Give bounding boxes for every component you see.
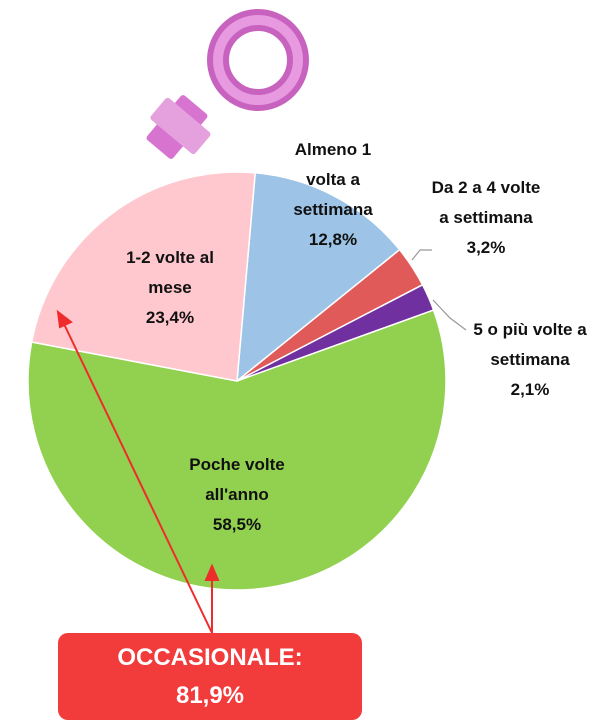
category-label: 5 o più volte a settimana	[473, 320, 587, 369]
pie-slice	[236, 171, 401, 383]
leader-lines	[411, 249, 467, 331]
value-label: 3,2%	[466, 238, 506, 257]
value-label: 12,8%	[308, 230, 358, 249]
category-label: Da 2 a 4 volte a settimana	[431, 178, 541, 227]
slice-label: 5 o più volte a settimana 2,1%	[465, 315, 595, 405]
pie-slice	[27, 309, 447, 591]
category-label: 1-2 volte al mese	[126, 248, 214, 297]
slice-label: 1-2 volte al mese 23,4%	[110, 243, 230, 333]
category-label: Almeno 1 volta a settimana	[293, 140, 373, 219]
slice-label: Almeno 1 volta a settimana 12,8%	[273, 135, 393, 255]
slice-label: Poche volte all'anno 58,5%	[177, 450, 297, 540]
pie-slice	[30, 171, 257, 382]
value-label: 2,1%	[510, 380, 550, 399]
female-symbol	[146, 9, 309, 159]
slice-label: Da 2 a 4 volte a settimana 3,2%	[431, 173, 541, 263]
annotation-text: 81,9%	[175, 682, 245, 709]
annotation-title: OCCASIONALE:	[117, 644, 303, 671]
value-label: 58,5%	[212, 515, 262, 534]
annotation-box: OCCASIONALE: 81,9%	[58, 633, 362, 720]
category-label: Poche volte all'anno	[189, 455, 285, 504]
arrows	[56, 309, 220, 634]
value-label: 23,4%	[145, 308, 195, 327]
